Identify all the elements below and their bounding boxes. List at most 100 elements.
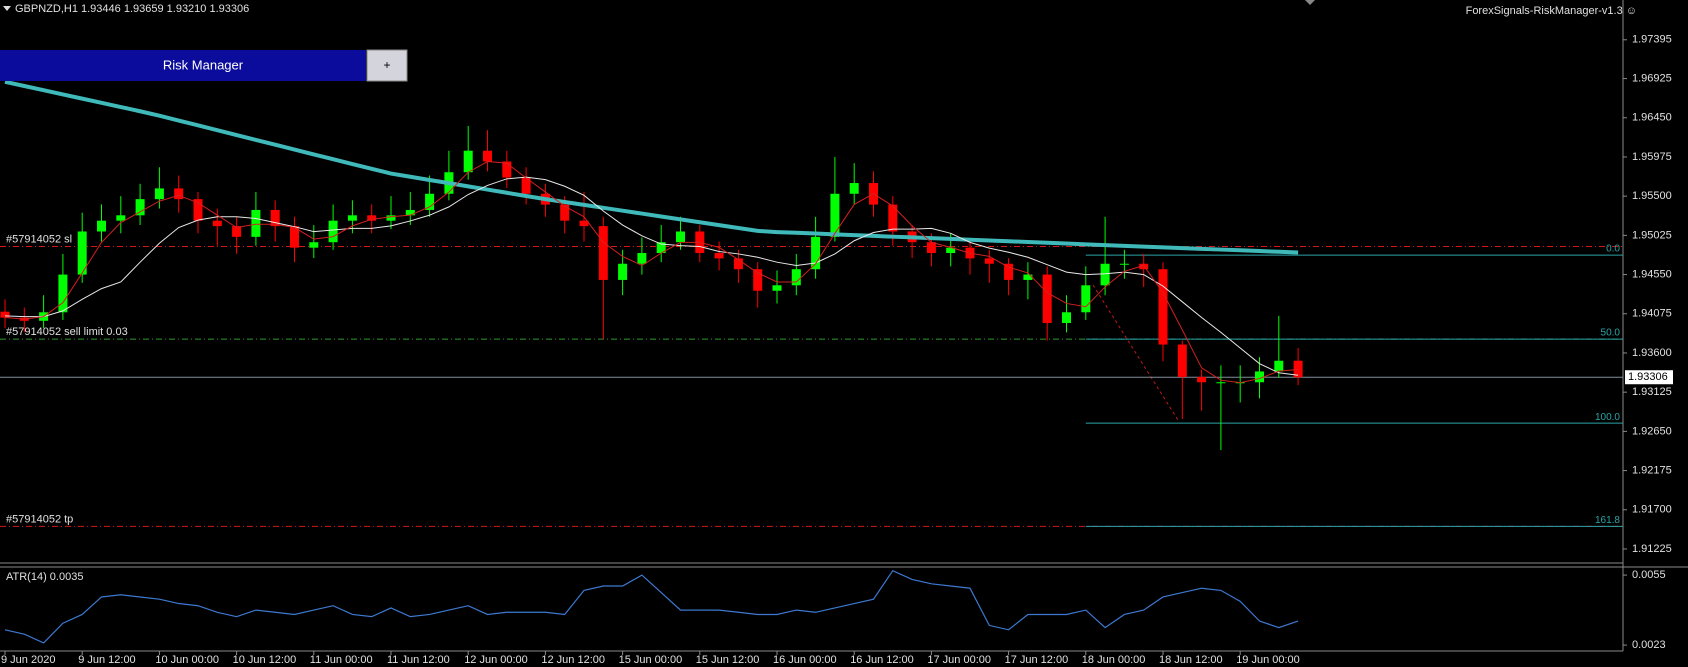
candle-body [405, 209, 415, 216]
candle-body [598, 226, 608, 280]
x-tick-label: 11 Jun 00:00 [310, 654, 373, 666]
candle-body [521, 177, 531, 194]
menu-arrow[interactable] [3, 6, 11, 11]
candle-body [1177, 344, 1187, 377]
shift-marker [1305, 0, 1315, 5]
x-tick-label: 16 Jun 00:00 [773, 654, 837, 666]
candle-body [1119, 263, 1129, 265]
candle-body [174, 188, 184, 200]
candle-body [772, 285, 782, 291]
candle-body [116, 215, 126, 221]
candle-body [1081, 285, 1091, 313]
y-tick-label: 1.96925 [1632, 72, 1672, 84]
candle-body [733, 258, 743, 270]
candle-body [811, 236, 821, 270]
x-tick-label: 16 Jun 12:00 [850, 654, 914, 666]
candle-body [58, 274, 68, 313]
x-tick-label: 12 Jun 00:00 [464, 654, 528, 666]
indicator-name: ForexSignals-RiskManager-v1.3 ☺ [1466, 5, 1637, 17]
symbol-quote: GBPNZD,H1 1.93446 1.93659 1.93210 1.9330… [15, 3, 249, 15]
y-tick-label: 1.95025 [1632, 229, 1672, 241]
x-tick-label: 15 Jun 00:00 [619, 654, 683, 666]
candle-body [946, 247, 956, 254]
moving-average [4, 160, 1299, 384]
candle-body [502, 161, 512, 178]
y-tick-label: 1.94075 [1632, 308, 1672, 320]
candle-body [888, 204, 898, 232]
y-tick-label: 1.92650 [1632, 425, 1672, 437]
candle-body [1100, 263, 1110, 286]
order-label: #57914052 sl [6, 233, 72, 245]
order-label: #57914052 tp [6, 513, 73, 525]
candle-body [656, 242, 666, 254]
candle-body [618, 263, 628, 280]
moving-average [4, 79, 1299, 255]
candle-body [135, 199, 145, 216]
x-tick-label: 10 Jun 12:00 [233, 654, 297, 666]
candle-body [714, 253, 724, 259]
fib-base-line [1092, 284, 1179, 421]
candle-body [290, 226, 299, 248]
x-tick-label: 17 Jun 00:00 [927, 654, 991, 666]
candle-body [753, 269, 763, 291]
marks: 1.97395 1.96925 1.96450 1.95975 1.95500 1.950… [0, 34, 1673, 666]
y-tick-label: 0.0023 [1632, 639, 1666, 651]
fib-label: 100.0 [1595, 412, 1620, 423]
candle-body [791, 269, 801, 286]
candle-body [1274, 360, 1284, 372]
x-tick-label: 18 Jun 12:00 [1159, 654, 1223, 666]
last-price-label: 1.93306 [1628, 371, 1668, 383]
expand-button-label: + [383, 58, 390, 72]
x-tick-label: 11 Jun 12:00 [387, 654, 450, 666]
candle-body [1197, 376, 1207, 383]
y-tick-label: 1.94550 [1632, 268, 1672, 280]
candle-body [97, 220, 106, 232]
candle-body [1023, 274, 1033, 280]
candle-body [1216, 382, 1226, 384]
candle-body [270, 209, 280, 227]
y-tick-label: 0.0055 [1632, 569, 1666, 581]
candle-body [1158, 269, 1168, 345]
candle-body [386, 215, 396, 221]
candle-body [483, 150, 492, 162]
candle-body [347, 215, 357, 221]
last-price-box [1625, 370, 1673, 385]
y-tick-label: 1.97395 [1632, 34, 1672, 46]
candle-body [830, 193, 840, 237]
candle-body [251, 209, 261, 237]
candle-body [676, 231, 685, 243]
candle-body [1293, 360, 1303, 378]
candle-body [984, 258, 994, 264]
y-tick-label: 1.95500 [1632, 190, 1672, 202]
candle-body [463, 150, 473, 173]
candle-body [367, 215, 377, 221]
candle-body [1255, 371, 1264, 383]
risk-manager-panel[interactable] [0, 50, 366, 81]
x-tick-label: 9 Jun 12:00 [78, 654, 136, 666]
x-tick-label: 15 Jun 12:00 [696, 654, 760, 666]
candle-body [328, 220, 338, 243]
indicator-title: ATR(14) 0.0035 [6, 571, 83, 583]
candle-body [926, 242, 936, 254]
risk-manager-title: Risk Manager [163, 57, 244, 72]
y-tick-label: 1.91225 [1632, 543, 1672, 555]
fib-label: 0.0 [1606, 244, 1620, 255]
candle-body [425, 193, 435, 210]
candle-body [232, 226, 242, 237]
fib-label: 50.0 [1601, 328, 1621, 339]
candle-body [849, 183, 859, 194]
x-tick-label: 18 Jun 00:00 [1082, 654, 1146, 666]
candle-body [560, 204, 570, 221]
x-tick-label: 19 Jun 00:00 [1236, 654, 1300, 666]
candle-body [309, 242, 319, 248]
candle-body [212, 220, 222, 227]
expand-button[interactable] [366, 49, 408, 82]
y-tick-label: 1.93125 [1632, 386, 1672, 398]
candle-body [579, 220, 589, 227]
x-tick-label: 10 Jun 00:00 [155, 654, 219, 666]
candle-body [193, 199, 203, 221]
y-tick-label: 1.96450 [1632, 112, 1672, 124]
